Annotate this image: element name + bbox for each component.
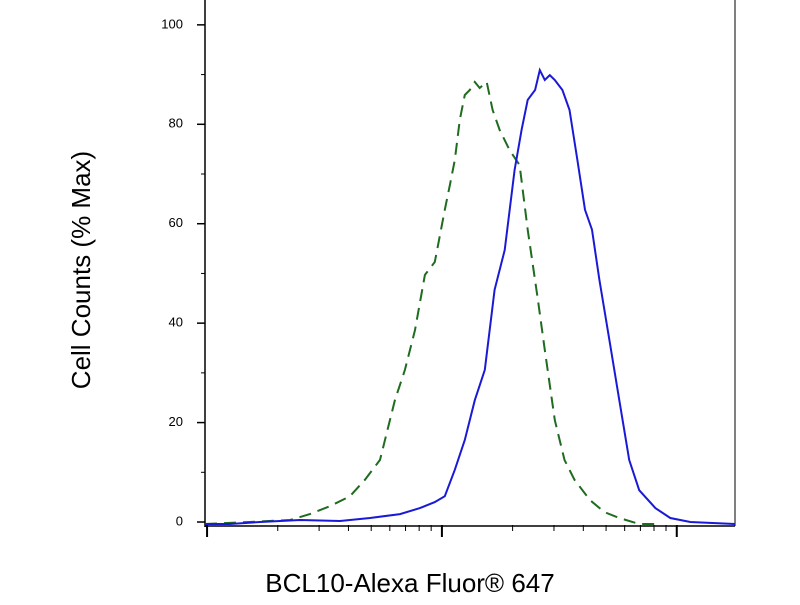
y-tick-label: 40: [169, 315, 183, 330]
x-axis-label: BCL10-Alexa Fluor® 647: [265, 568, 554, 598]
y-tick-label: 0: [176, 513, 183, 528]
y-tick-label: 100: [161, 16, 183, 31]
series-line: [204, 80, 661, 525]
y-tick-label: 60: [169, 215, 183, 230]
y-tick-label: 80: [169, 116, 183, 131]
series-line: [205, 67, 736, 525]
y-axis-label: Cell Counts (% Max): [66, 151, 96, 389]
y-tick-label: 20: [169, 414, 183, 429]
